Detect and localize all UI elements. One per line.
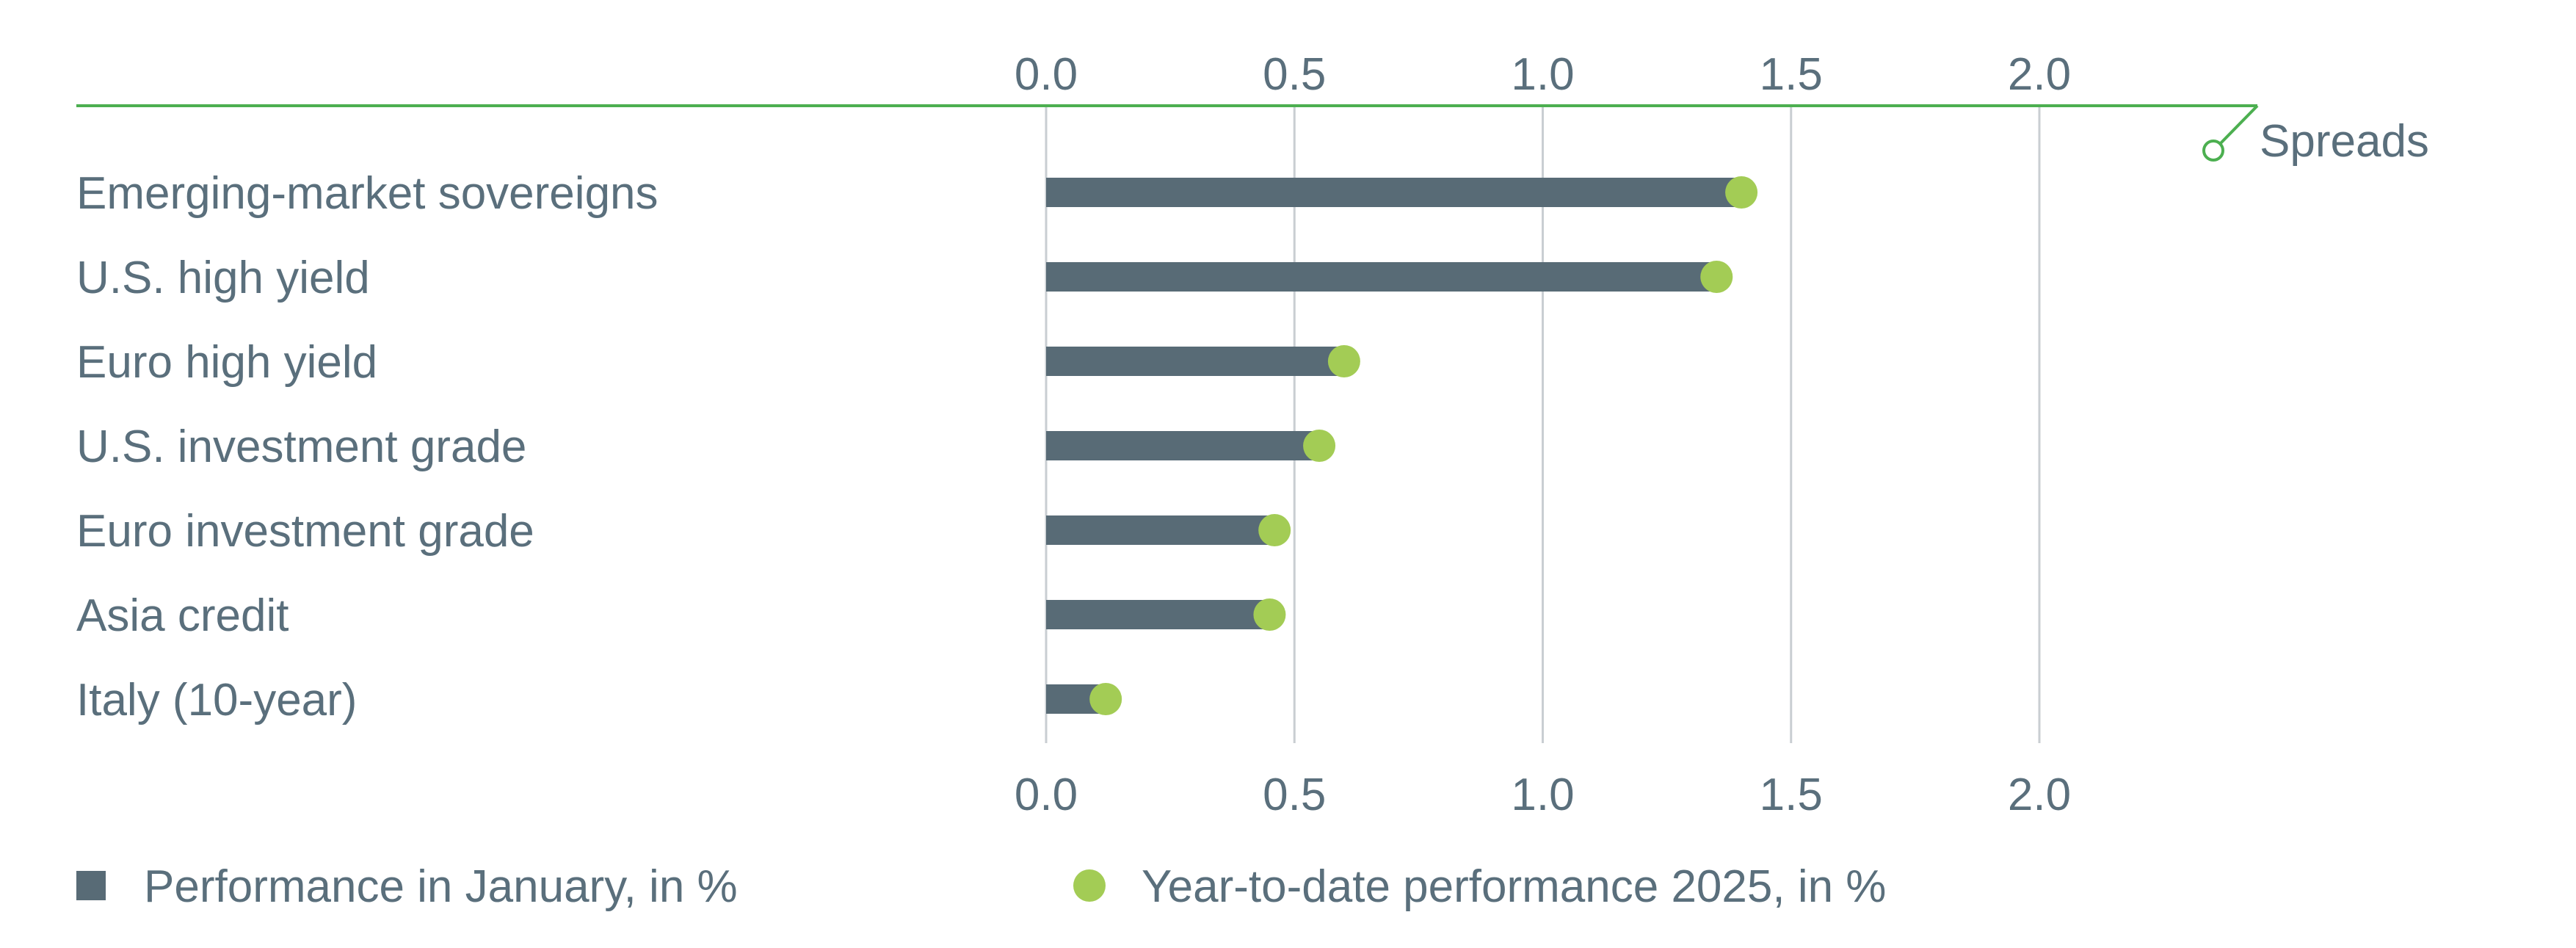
category-label: Emerging-market sovereigns xyxy=(76,168,658,219)
bar-january xyxy=(1046,431,1320,460)
bar-january xyxy=(1046,178,1742,207)
dot-year-to-date xyxy=(1725,176,1758,209)
dot-year-to-date xyxy=(1327,345,1360,377)
legend-swatch-ytd xyxy=(1073,869,1106,902)
category-label: Asia credit xyxy=(76,590,289,641)
category-label: Italy (10-year) xyxy=(76,675,357,726)
spreads-marker-stem xyxy=(2218,104,2259,145)
dot-year-to-date xyxy=(1700,261,1733,293)
top-tick-label: 0.5 xyxy=(1263,49,1326,100)
category-label: Euro investment grade xyxy=(76,506,534,557)
spreads-section-label: Spreads xyxy=(2260,116,2429,167)
dot-year-to-date xyxy=(1258,514,1291,546)
category-labels: Emerging-market sovereigns U.S. high yiel… xyxy=(76,168,658,726)
bar-january xyxy=(1046,600,1270,629)
bottom-tick-label: 1.5 xyxy=(1760,770,1823,820)
bottom-tick-label: 0.5 xyxy=(1263,770,1326,820)
bottom-tick-label: 2.0 xyxy=(2008,770,2071,820)
category-label: U.S. high yield xyxy=(76,253,370,303)
top-tick-label: 1.0 xyxy=(1511,49,1574,100)
top-tick-label: 1.5 xyxy=(1760,49,1823,100)
bar-january xyxy=(1046,262,1717,292)
top-tick-label: 0.0 xyxy=(1015,49,1078,100)
bottom-tick-label: 0.0 xyxy=(1015,770,1078,820)
bar-january xyxy=(1046,515,1275,545)
dot-year-to-date xyxy=(1089,683,1122,715)
spreads-section-marker: Spreads xyxy=(2202,104,2429,167)
bars xyxy=(1046,178,1742,714)
year-to-date-dots xyxy=(1089,176,1758,715)
legend: Performance in January, in % Year-to-dat… xyxy=(76,861,1886,912)
bottom-tick-labels: 0.0 0.5 1.0 1.5 2.0 xyxy=(1015,770,2071,820)
bottom-tick-label: 1.0 xyxy=(1511,770,1574,820)
grid-lines xyxy=(1045,106,2041,743)
dot-year-to-date xyxy=(1253,598,1286,631)
legend-label-january: Performance in January, in % xyxy=(144,861,738,912)
bar-january xyxy=(1046,347,1344,376)
legend-swatch-january xyxy=(76,871,106,900)
spreads-marker-circle xyxy=(2202,140,2224,162)
top-tick-labels: 0.0 0.5 1.0 1.5 2.0 xyxy=(1015,49,2071,100)
top-tick-label: 2.0 xyxy=(2008,49,2071,100)
dot-year-to-date xyxy=(1303,430,1336,462)
category-label: U.S. investment grade xyxy=(76,421,526,472)
category-label: Euro high yield xyxy=(76,337,377,388)
legend-label-ytd: Year-to-date performance 2025, in % xyxy=(1142,861,1886,912)
